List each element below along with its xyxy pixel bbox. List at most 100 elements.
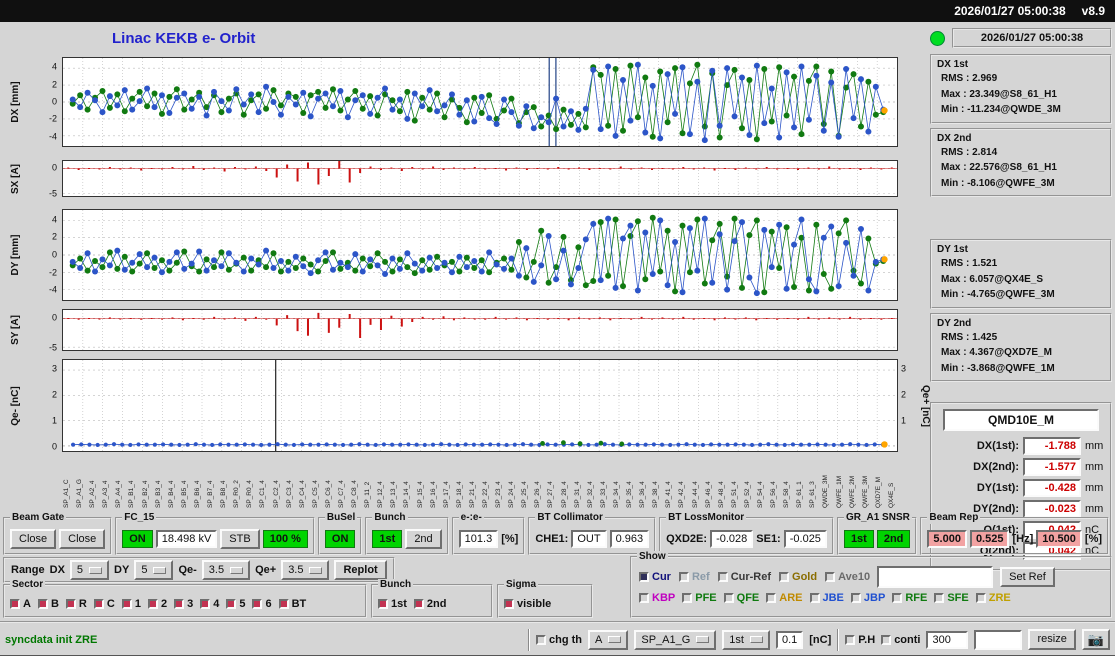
x-axis-tick-label: SP_B5_4 (180, 480, 188, 508)
beam-gate-close-button-2[interactable]: Close (59, 528, 106, 550)
show-checkbox-sfe[interactable]: SFE (934, 592, 969, 604)
x-axis-tick-label: SP_32_4 (586, 481, 594, 508)
show-checkbox-jbp[interactable]: JBP (850, 592, 885, 604)
camera-icon[interactable]: 📷 (1081, 628, 1110, 651)
mode-select[interactable]: A (588, 629, 629, 650)
sector-checkbox-2-checkbox[interactable] (147, 599, 158, 609)
sector-checkbox-r-checkbox[interactable] (65, 599, 76, 609)
divider (528, 628, 531, 651)
chg-th-checkbox-item[interactable]: chg th (536, 634, 582, 646)
ph-checkbox[interactable] (845, 634, 856, 645)
sector-checkbox-5[interactable]: 5 (226, 598, 245, 610)
sector-checkbox-2[interactable]: 2 (147, 598, 167, 610)
show-checkbox-are[interactable]: ARE (766, 592, 803, 604)
bunch-checkbox-1st-checkbox[interactable] (378, 599, 388, 609)
conti-checkbox-item[interactable]: conti (881, 634, 920, 646)
show-checkbox-zre-checkbox[interactable] (975, 593, 986, 603)
x-axis-tick-label: SP_51_4 (730, 481, 738, 508)
show-checkbox-ref-checkbox[interactable] (678, 572, 689, 582)
show-checkbox-pfe-checkbox[interactable] (682, 593, 693, 603)
ph-checkbox-item[interactable]: P.H (845, 634, 875, 646)
replot-button[interactable]: Replot (334, 559, 387, 581)
range-qe-minus-select[interactable]: 3.5 (201, 560, 251, 580)
sector-checkbox-bt-checkbox[interactable] (278, 599, 289, 609)
sigma-checkbox-visible[interactable]: visible (504, 598, 551, 610)
range-dx-select[interactable]: 5 (69, 560, 110, 580)
bunch-select[interactable]: 1st (722, 629, 770, 650)
show-checkbox-ref[interactable]: Ref (678, 571, 710, 583)
gr-snsr-2nd-button[interactable]: 2nd (876, 530, 911, 548)
show-checkbox-rfe[interactable]: RFE (892, 592, 927, 604)
show-checkbox-rfe-checkbox[interactable] (892, 593, 903, 603)
sector-checkbox-bt[interactable]: BT (278, 598, 306, 610)
sector-checkbox-a-checkbox[interactable] (10, 599, 20, 609)
show-checkbox-ave10-checkbox[interactable] (825, 572, 836, 582)
stat-panel-dy-2nd: DY 2nd RMS : 1.425 Max : 4.367@QXD7E_M Min … (930, 312, 1112, 382)
sector-checkbox-6-checkbox[interactable] (252, 599, 263, 609)
fc15-stb-button[interactable]: STB (220, 528, 260, 550)
range-dy-select[interactable]: 5 (134, 560, 174, 580)
set-ref-button[interactable]: Set Ref (1000, 566, 1055, 588)
show-checkbox-zre[interactable]: ZRE (975, 592, 1011, 604)
show-checkbox-ave10[interactable]: Ave10 (825, 571, 870, 583)
blank-input[interactable] (974, 629, 1023, 650)
sector-checkbox-1-checkbox[interactable] (121, 599, 132, 609)
points-input[interactable]: 300 (926, 630, 969, 649)
resize-button[interactable]: resize (1028, 629, 1076, 650)
show-checkbox-jbe[interactable]: JBE (809, 592, 844, 604)
sector-checkbox-r-label: R (78, 598, 87, 610)
bunch-checkbox-1st[interactable]: 1st (378, 598, 407, 610)
sector-checkbox-r[interactable]: R (65, 598, 87, 610)
show-checkbox-cur[interactable]: Cur (639, 571, 671, 583)
show-checkbox-jbe-checkbox[interactable] (809, 593, 820, 603)
show-checkbox-kbp-checkbox[interactable] (639, 593, 649, 603)
show-checkbox-qfe-checkbox[interactable] (723, 593, 734, 603)
range-dy-label: DY (114, 564, 130, 576)
range-qe-plus-select[interactable]: 3.5 (281, 560, 330, 580)
bunch-1st-button[interactable]: 1st (372, 530, 403, 548)
show-checkbox-jbp-checkbox[interactable] (850, 593, 861, 603)
device-select[interactable]: SP_A1_G (634, 629, 717, 650)
ref-name-input[interactable] (877, 566, 994, 588)
show-checkbox-gold[interactable]: Gold (779, 571, 817, 583)
bunch-2nd-button[interactable]: 2nd (405, 528, 442, 550)
chg-th-checkbox[interactable] (536, 634, 547, 645)
conti-checkbox[interactable] (881, 634, 892, 645)
sector-checkbox-b-checkbox[interactable] (37, 599, 48, 609)
threshold-input[interactable]: 0.1 (775, 630, 804, 649)
x-axis-tick-label: SP_26_4 (534, 481, 542, 508)
fc15-on-indicator[interactable]: ON (122, 530, 153, 548)
sector-checkbox-c-checkbox[interactable] (93, 599, 104, 609)
sector-checkbox-6[interactable]: 6 (252, 598, 272, 610)
show-checkbox-kbp-label: KBP (652, 592, 676, 604)
sector-checkbox-4[interactable]: 4 (200, 598, 219, 610)
sector-checkbox-4-checkbox[interactable] (200, 599, 211, 609)
axis-tick-label: -4 (48, 131, 57, 142)
sector-checkbox-b[interactable]: B (37, 598, 59, 610)
bunch-checkbox-2nd-label: 2nd (426, 598, 447, 610)
sector-checkbox-3[interactable]: 3 (174, 598, 193, 610)
gr-snsr-title: GR_A1 SNSR (843, 512, 912, 524)
show-checkbox-are-checkbox[interactable] (766, 593, 777, 603)
bunch-checkbox-2nd-checkbox[interactable] (413, 599, 424, 609)
show-checkbox-cur-ref-checkbox[interactable] (717, 572, 728, 582)
beam-gate-close-button-1[interactable]: Close (10, 528, 57, 550)
x-axis-tick-label: QXD7E_M (874, 476, 882, 508)
show-checkbox-cur-checkbox[interactable] (639, 572, 649, 582)
show-checkbox-kbp[interactable]: KBP (639, 592, 675, 604)
sector-checkbox-a[interactable]: A (10, 598, 31, 610)
show-checkbox-pfe[interactable]: PFE (682, 592, 717, 604)
sector-checkbox-1[interactable]: 1 (121, 598, 141, 610)
gr-snsr-1st-button[interactable]: 1st (843, 530, 874, 548)
sector-checkbox-3-checkbox[interactable] (174, 599, 185, 609)
sector-checkbox-c[interactable]: C (93, 598, 115, 610)
busel-on-indicator[interactable]: ON (324, 530, 356, 548)
show-checkbox-cur-ref[interactable]: Cur-Ref (717, 571, 771, 583)
show-checkbox-gold-checkbox[interactable] (779, 572, 790, 582)
sector-checkbox-5-checkbox[interactable] (226, 599, 237, 609)
bunch-checkbox-2nd[interactable]: 2nd (413, 598, 447, 610)
sigma-checkbox-visible-checkbox[interactable] (504, 599, 514, 609)
show-checkbox-sfe-checkbox[interactable] (934, 593, 945, 603)
show-checkbox-qfe[interactable]: QFE (723, 592, 759, 604)
